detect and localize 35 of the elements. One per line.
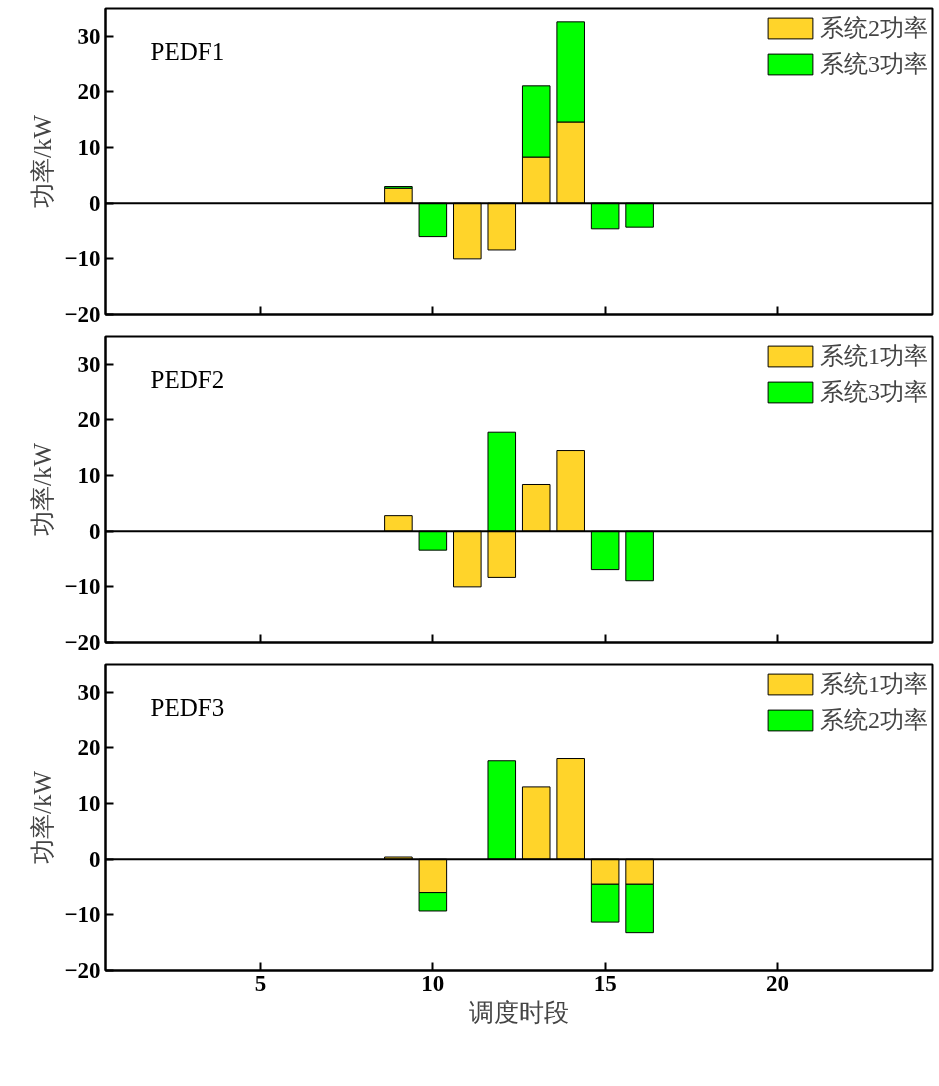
x-tick-label: 5 bbox=[254, 970, 267, 996]
y-tick-label: 10 bbox=[77, 791, 101, 817]
y-tick-label: −10 bbox=[64, 574, 101, 600]
y-tick-label: −10 bbox=[64, 902, 101, 928]
y-tick-label: −20 bbox=[64, 958, 101, 983]
y-axis-title: 功率/kW bbox=[29, 442, 57, 537]
y-tick-label: 20 bbox=[77, 407, 101, 433]
y-axis-title: 功率/kW bbox=[29, 114, 57, 209]
x-axis-title: 调度时段 bbox=[469, 998, 569, 1026]
y-tick-label: 30 bbox=[77, 351, 101, 377]
text: PEDF3 bbox=[150, 693, 225, 721]
y-tick-label: 20 bbox=[77, 79, 101, 105]
y-tick-label: −20 bbox=[64, 302, 101, 327]
legend-label: 系统3功率 bbox=[820, 50, 928, 79]
y-tick-label: 30 bbox=[77, 23, 101, 49]
legend-label: 系统1功率 bbox=[820, 670, 928, 699]
x-tick-label: 20 bbox=[765, 970, 789, 996]
x-tick-label: 15 bbox=[593, 970, 617, 996]
x-tick-label: 10 bbox=[421, 970, 445, 996]
y-axis-title: 功率/kW bbox=[29, 770, 57, 865]
legend-label: 系统3功率 bbox=[820, 378, 928, 407]
y-tick-label: 10 bbox=[77, 463, 101, 489]
text: PEDF2 bbox=[150, 365, 225, 393]
legend-label: 系统2功率 bbox=[820, 706, 928, 735]
y-tick-label: 0 bbox=[89, 190, 101, 216]
y-tick-label: 20 bbox=[77, 735, 101, 761]
text: PEDF1 bbox=[150, 37, 225, 65]
legend-label: 系统1功率 bbox=[820, 342, 928, 371]
y-tick-label: 10 bbox=[77, 135, 101, 161]
y-tick-label: 30 bbox=[77, 679, 101, 705]
y-tick-label: 0 bbox=[89, 518, 101, 544]
legend-label: 系统2功率 bbox=[820, 14, 928, 43]
y-tick-label: 0 bbox=[89, 846, 101, 872]
y-tick-label: −10 bbox=[64, 246, 101, 272]
y-tick-label: −20 bbox=[64, 630, 101, 655]
